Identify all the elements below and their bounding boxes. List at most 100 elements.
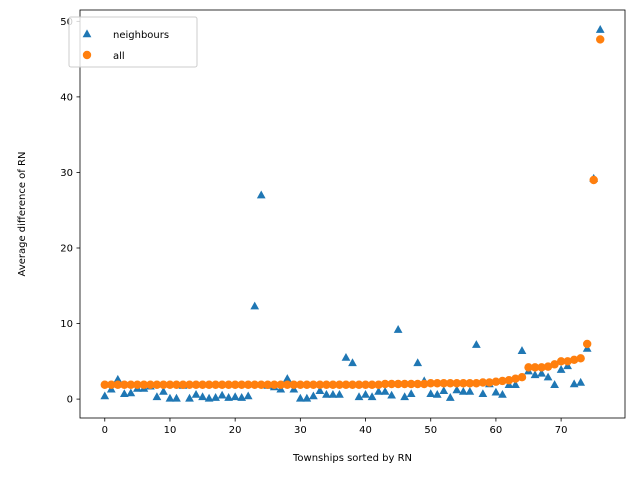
point-neighbours-68 (543, 372, 553, 381)
point-all-69 (550, 360, 559, 369)
y-tick-label-0: 0 (67, 395, 73, 406)
point-neighbours-44 (387, 390, 396, 399)
point-neighbours-10 (165, 393, 175, 402)
point-neighbours-64 (517, 346, 527, 354)
point-neighbours-9 (159, 386, 168, 395)
point-all-60 (491, 377, 501, 386)
point-neighbours-72 (569, 379, 579, 388)
point-all-31 (302, 380, 312, 389)
point-neighbours-21 (237, 393, 247, 401)
point-all-21 (237, 380, 246, 389)
plot-frame (79, 9, 626, 419)
point-neighbours-52 (439, 386, 449, 395)
point-all-5 (133, 380, 142, 389)
point-neighbours-0 (100, 391, 110, 400)
point-all-50 (426, 379, 435, 388)
point-all-47 (406, 379, 416, 389)
point-neighbours-32 (309, 391, 318, 400)
point-all-6 (139, 380, 149, 389)
point-neighbours-55 (458, 386, 468, 395)
point-all-39 (354, 380, 364, 389)
x-tick-label-70: 70 (555, 425, 568, 436)
point-all-58 (478, 378, 488, 387)
point-all-70 (556, 357, 566, 366)
point-all-44 (387, 379, 396, 389)
point-all-66 (530, 363, 540, 372)
point-neighbours-3 (119, 389, 129, 398)
x-tick-label-0: 0 (102, 425, 108, 436)
point-neighbours-22 (243, 391, 253, 400)
point-all-32 (309, 380, 318, 389)
point-all-68 (543, 362, 553, 371)
point-all-43 (380, 379, 390, 389)
x-tick-label-50: 50 (424, 425, 437, 436)
point-all-26 (270, 380, 279, 389)
point-all-7 (146, 380, 155, 389)
point-neighbours-35 (328, 389, 338, 398)
point-neighbours-16 (204, 393, 214, 402)
legend-marker-shape-all (82, 50, 92, 60)
point-all-71 (563, 357, 572, 366)
point-all-49 (420, 379, 429, 389)
point-all-3 (120, 380, 129, 389)
point-neighbours-76 (595, 25, 605, 33)
y-axis-label: Average difference of RN (17, 152, 28, 277)
point-neighbours-8 (152, 392, 162, 401)
point-neighbours-15 (198, 392, 207, 401)
point-all-9 (159, 380, 168, 389)
point-all-30 (296, 380, 305, 389)
point-all-2 (113, 380, 123, 389)
point-all-53 (446, 379, 455, 388)
point-all-38 (348, 380, 357, 389)
point-all-13 (185, 380, 194, 389)
point-all-73 (576, 354, 585, 363)
point-all-40 (361, 380, 370, 389)
point-neighbours-4 (126, 388, 136, 397)
point-all-45 (393, 379, 403, 389)
point-all-55 (459, 379, 468, 388)
point-neighbours-30 (295, 393, 305, 402)
point-neighbours-31 (302, 393, 312, 402)
point-all-64 (517, 373, 527, 382)
point-all-61 (498, 376, 507, 386)
point-neighbours-39 (354, 392, 364, 401)
legend-marker-all (82, 50, 92, 60)
point-all-19 (224, 380, 233, 389)
point-neighbours-61 (498, 389, 507, 398)
point-neighbours-66 (530, 370, 540, 379)
point-neighbours-2 (113, 374, 123, 383)
point-neighbours-42 (374, 386, 383, 395)
point-all-18 (217, 380, 227, 389)
point-all-36 (335, 380, 344, 389)
point-all-48 (413, 379, 422, 389)
point-neighbours-45 (393, 325, 403, 333)
point-all-35 (328, 380, 338, 389)
point-all-33 (315, 380, 325, 389)
point-all-15 (198, 380, 207, 389)
point-neighbours-33 (315, 386, 325, 395)
point-neighbours-19 (224, 393, 234, 401)
point-neighbours-47 (406, 389, 416, 398)
point-neighbours-51 (432, 389, 442, 398)
y-tick-label-20: 20 (60, 244, 73, 255)
point-all-72 (569, 355, 579, 365)
point-all-57 (472, 379, 481, 388)
point-all-25 (263, 380, 272, 389)
x-tick-label-10: 10 (164, 425, 177, 436)
point-neighbours-60 (491, 387, 501, 396)
point-neighbours-13 (185, 393, 194, 402)
point-neighbours-36 (335, 389, 344, 398)
point-neighbours-56 (465, 386, 475, 395)
x-tick-label-40: 40 (359, 425, 372, 436)
y-tick-label-50: 50 (60, 17, 73, 28)
legend: neighbours all (68, 16, 198, 68)
y-tick-label-30: 30 (60, 168, 73, 179)
point-neighbours-63 (511, 380, 520, 388)
point-all-8 (152, 380, 162, 389)
point-all-0 (100, 380, 109, 389)
point-all-37 (341, 380, 351, 389)
point-neighbours-24 (256, 190, 266, 199)
point-all-24 (257, 380, 266, 389)
